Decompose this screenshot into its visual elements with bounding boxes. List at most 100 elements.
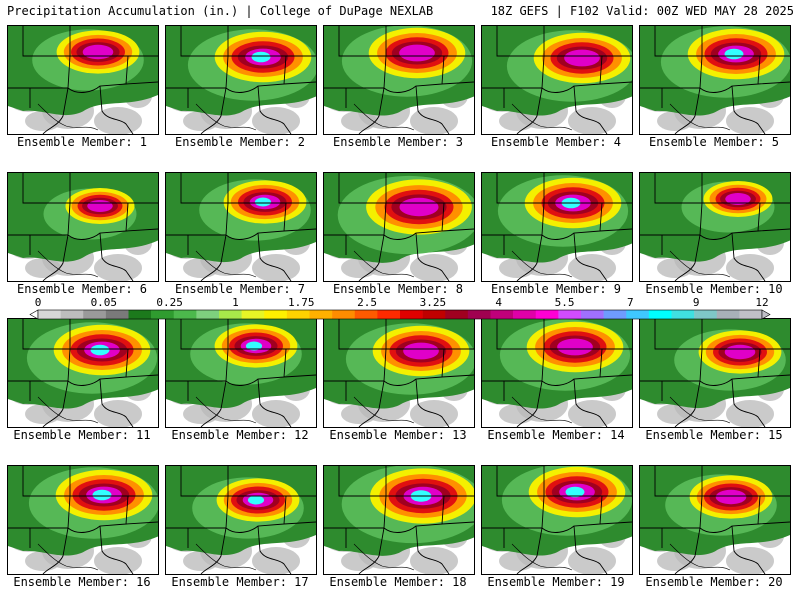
ensemble-map-panel (481, 318, 633, 428)
colorbar-bin (535, 310, 559, 319)
colorbar-bin (264, 310, 288, 319)
colorbar-bin (332, 310, 356, 319)
state-borders (482, 26, 632, 134)
colorbar-bin (694, 310, 718, 319)
precip-max (724, 48, 744, 60)
border-line (195, 396, 257, 424)
light-precip-area (657, 111, 693, 131)
precip-map (482, 319, 632, 427)
ensemble-map-panel (639, 318, 791, 428)
ensemble-member-label: Ensemble Member: 15 (645, 428, 783, 442)
colorbar-bin (513, 310, 537, 319)
colorbar-bin (196, 310, 220, 319)
ensemble-map-panel (7, 318, 159, 428)
state-borders (324, 466, 474, 574)
precip-contour (399, 197, 439, 217)
border-line (353, 543, 415, 571)
state-borders (640, 319, 790, 427)
ensemble-map-panel (639, 25, 791, 135)
product-title: Precipitation Accumulation (in.) | Colle… (7, 4, 434, 18)
colorbar-tick-label: 12 (755, 296, 768, 309)
ensemble-map-panel (165, 465, 317, 575)
colorbar-bin (558, 310, 582, 319)
border-line (669, 396, 731, 424)
light-precip-area (25, 111, 61, 131)
border-line (353, 250, 415, 278)
state-borders (166, 173, 316, 281)
light-precip-area (25, 404, 61, 424)
border-line (37, 103, 99, 131)
precip-map (166, 319, 316, 427)
state-borders (640, 26, 790, 134)
state-borders (640, 466, 790, 574)
precip-max (245, 341, 263, 351)
light-precip-area (657, 258, 693, 278)
colorbar-bin (581, 310, 604, 319)
ensemble-member-label: Ensemble Member: 1 (16, 135, 148, 149)
state-borders (8, 173, 158, 281)
ensemble-map-panel (7, 172, 159, 282)
state-borders (8, 319, 158, 427)
colorbar-max-arrow (761, 309, 771, 320)
precip-contour (715, 489, 747, 505)
border-line (195, 250, 257, 278)
precip-max (565, 486, 585, 498)
light-precip-area (341, 258, 377, 278)
border-line (511, 543, 573, 571)
light-precip-area (657, 404, 693, 424)
ensemble-map-panel (481, 172, 633, 282)
precip-map (324, 319, 474, 427)
ensemble-member-label: Ensemble Member: 4 (490, 135, 622, 149)
colorbar-bin (219, 310, 242, 319)
ensemble-member-label: Ensemble Member: 6 (16, 282, 148, 296)
border-line (195, 543, 257, 571)
state-borders (482, 173, 632, 281)
state-borders (166, 466, 316, 574)
border-line (669, 543, 731, 571)
colorbar-bin (400, 310, 423, 319)
light-precip-area (499, 111, 535, 131)
light-precip-area (499, 404, 535, 424)
light-precip-area (183, 404, 219, 424)
precip-map (640, 173, 790, 281)
ensemble-map-panel (165, 25, 317, 135)
state-borders (640, 173, 790, 281)
precip-contour (725, 193, 751, 205)
state-borders (166, 319, 316, 427)
colorbar-bin (648, 310, 672, 319)
precip-map (166, 466, 316, 574)
light-precip-area (657, 551, 693, 571)
colorbar-bin (422, 310, 446, 319)
colorbar-bin (377, 310, 401, 319)
precip-contour (564, 49, 600, 67)
colorbar: 0 0.05 0.25 1 1.75 2.5 3.25 4 5.5 7 9 12 (0, 294, 800, 322)
precip-map (482, 173, 632, 281)
colorbar-bin (38, 310, 61, 319)
colorbar-tick-label: 3.25 (420, 296, 447, 309)
border-line (195, 103, 257, 131)
colorbar-bin (241, 310, 265, 319)
colorbar-bin (603, 310, 627, 319)
ensemble-member-label: Ensemble Member: 19 (487, 575, 625, 589)
ensemble-member-label: Ensemble Member: 18 (329, 575, 467, 589)
colorbar-tick-label: 0 (35, 296, 42, 309)
ensemble-member-label: Ensemble Member: 3 (332, 135, 464, 149)
colorbar-bin (354, 310, 378, 319)
light-precip-area (499, 551, 535, 571)
border-line (669, 103, 731, 131)
ensemble-map-panel (639, 172, 791, 282)
colorbar-tick-label: 0.05 (91, 296, 118, 309)
precip-contour (399, 44, 435, 62)
precip-map (166, 173, 316, 281)
state-borders (482, 466, 632, 574)
light-precip-area (183, 258, 219, 278)
colorbar-bin (445, 310, 469, 319)
precip-map (482, 26, 632, 134)
ensemble-map-panel (165, 318, 317, 428)
colorbar-tick-label: 1 (232, 296, 239, 309)
border-line (37, 250, 99, 278)
light-precip-area (341, 551, 377, 571)
precip-map (166, 26, 316, 134)
state-borders (324, 26, 474, 134)
precip-contour (724, 344, 756, 360)
